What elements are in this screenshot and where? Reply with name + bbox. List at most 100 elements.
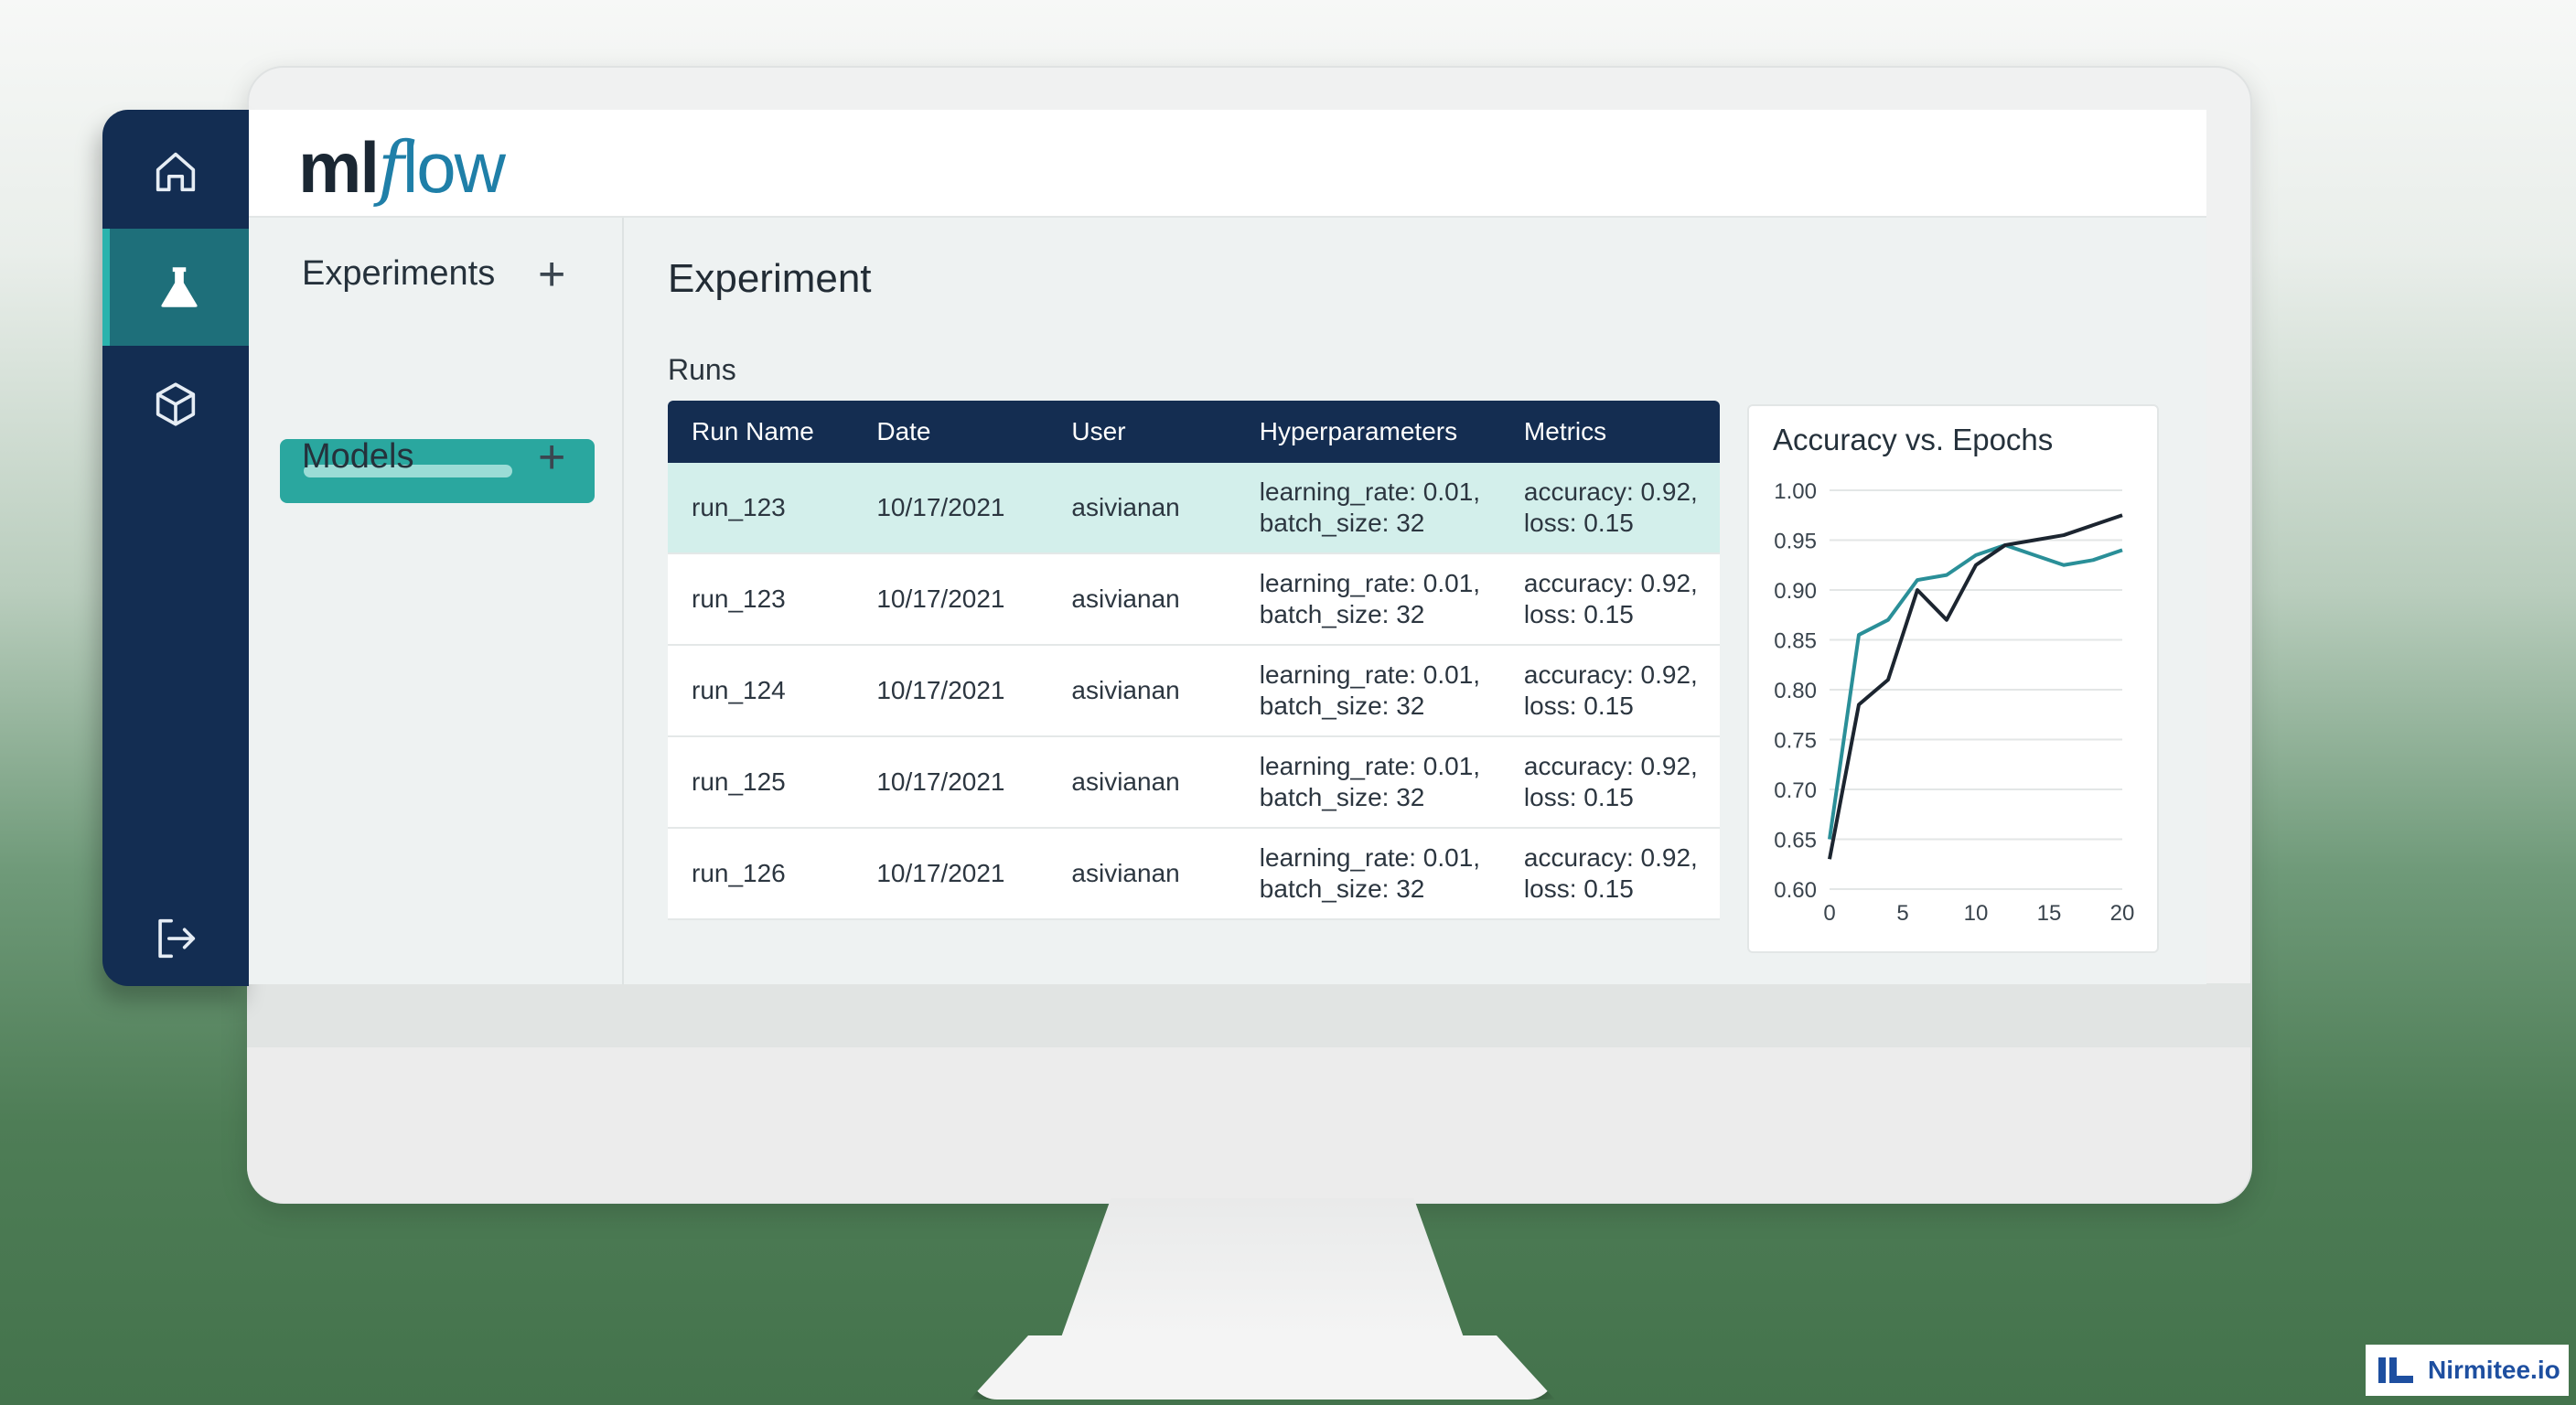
user-cell: asivianan	[1047, 828, 1236, 920]
metrics-cell-line: loss: 0.15	[1523, 692, 1634, 720]
series-line-0	[1828, 542, 2123, 840]
app-window: mlflow Experiments + Models + Experiment…	[249, 110, 2206, 984]
metrics-cell-line: loss: 0.15	[1523, 783, 1634, 811]
y-tick-label: 0.95	[1774, 530, 1817, 554]
metrics-cell: accuracy: 0.92, loss: 0.15	[1499, 736, 1720, 829]
x-tick-label: 0	[1823, 901, 1835, 926]
y-tick-label: 0.65	[1774, 829, 1817, 853]
hyperparameters-cell-line: learning_rate: 0.01,	[1259, 843, 1481, 872]
logo-f: f	[378, 127, 404, 209]
metrics-cell-line: accuracy: 0.92,	[1523, 569, 1698, 597]
x-tick-label: 20	[2110, 901, 2135, 926]
date-cell-line: 10/17/2021	[876, 585, 1005, 613]
y-tick-label: 0.60	[1774, 878, 1817, 903]
metrics-cell: accuracy: 0.92, loss: 0.15	[1499, 553, 1720, 646]
hyperparameters-cell: learning_rate: 0.01, batch_size: 32	[1235, 736, 1500, 829]
runs-label: Runs	[668, 353, 736, 386]
series-line-1	[1828, 513, 2123, 860]
metrics-cell-line: accuracy: 0.92,	[1523, 843, 1698, 872]
experiment-list-item-selected[interactable]	[280, 439, 595, 503]
metrics-cell-line: loss: 0.15	[1523, 600, 1634, 628]
column-header[interactable]: Date	[853, 401, 1048, 463]
hyperparameters-cell-line: learning_rate: 0.01,	[1259, 752, 1481, 780]
column-header[interactable]: Metrics	[1499, 401, 1720, 463]
user-cell: asivianan	[1047, 463, 1236, 554]
table-row[interactable]: run_124 10/17/2021 asivianan learning_rate:…	[668, 645, 1720, 737]
sidebar-item-logout[interactable]	[102, 880, 249, 997]
run-name-cell-line: run_123	[692, 493, 786, 521]
user-cell-line: asivianan	[1071, 676, 1180, 704]
run-name-cell-line: run_125	[692, 767, 786, 796]
logo-ml: ml	[298, 127, 380, 208]
brand-badge: Nirmitee.io	[2366, 1345, 2569, 1396]
user-cell-line: asivianan	[1071, 585, 1180, 613]
date-cell-line: 10/17/2021	[876, 493, 1005, 521]
run-name-cell-line: run_124	[692, 676, 786, 704]
user-cell: asivianan	[1047, 736, 1236, 829]
metrics-cell: accuracy: 0.92, loss: 0.15	[1499, 463, 1720, 554]
user-cell-line: asivianan	[1071, 767, 1180, 796]
y-tick-label: 0.90	[1774, 579, 1817, 604]
table-row[interactable]: run_123 10/17/2021 asivianan learning_rate:…	[668, 553, 1720, 646]
flask-icon	[161, 267, 198, 307]
table-row[interactable]: run_123 10/17/2021 asivianan learning_rate:…	[668, 463, 1720, 554]
metrics-cell-line: accuracy: 0.92,	[1523, 477, 1698, 506]
hyperparameters-cell-line: batch_size: 32	[1259, 600, 1425, 628]
logo-low: low	[402, 127, 506, 208]
sidebar-item-experiments[interactable]	[102, 229, 249, 346]
top-bar: mlflow	[249, 110, 2206, 218]
run-name-cell-line: run_123	[692, 585, 786, 613]
column-header[interactable]: User	[1047, 401, 1236, 463]
run-name-cell: run_123	[668, 463, 853, 554]
monitor-stand-base	[970, 1335, 1555, 1400]
run-name-cell: run_123	[668, 553, 853, 646]
nirmitee-logo-icon	[2378, 1357, 2413, 1383]
accuracy-chart: 0.60 0.65 0.70 0.75 0.80 0.85 0.90 0.95 1.00 0 5 10…	[1774, 479, 2135, 926]
user-cell: asivianan	[1047, 645, 1236, 737]
hyperparameters-cell: learning_rate: 0.01, batch_size: 32	[1235, 553, 1500, 646]
screen-bottom-bar	[247, 983, 2250, 1049]
hyperparameters-cell-line: batch_size: 32	[1259, 874, 1425, 903]
user-cell: asivianan	[1047, 553, 1236, 646]
y-tick-label: 0.70	[1774, 778, 1817, 803]
hyperparameters-cell-line: learning_rate: 0.01,	[1259, 477, 1481, 506]
logout-icon	[158, 918, 196, 959]
metrics-cell-line: accuracy: 0.92,	[1523, 752, 1698, 780]
run-name-cell: run_124	[668, 645, 853, 737]
hyperparameters-cell-line: batch_size: 32	[1259, 783, 1425, 811]
sidebar-item-home[interactable]	[102, 113, 249, 231]
metrics-cell-line: loss: 0.15	[1523, 509, 1634, 537]
hyperparameters-cell: learning_rate: 0.01, batch_size: 32	[1235, 463, 1500, 554]
table-row[interactable]: run_125 10/17/2021 asivianan learning_rate:…	[668, 736, 1720, 829]
user-cell-line: asivianan	[1071, 859, 1180, 887]
left-panel: Experiments + Models +	[249, 218, 624, 984]
table-row[interactable]: run_126 10/17/2021 asivianan learning_rate:…	[668, 828, 1720, 920]
date-cell: 10/17/2021	[853, 828, 1048, 920]
column-header[interactable]: Run Name	[668, 401, 853, 463]
add-model-button[interactable]: +	[538, 431, 566, 484]
hyperparameters-cell-line: batch_size: 32	[1259, 509, 1425, 537]
hyperparameters-cell-line: learning_rate: 0.01,	[1259, 660, 1481, 689]
hyperparameters-cell-line: learning_rate: 0.01,	[1259, 569, 1481, 597]
page-title: Experiment	[668, 256, 872, 301]
date-cell-line: 10/17/2021	[876, 859, 1005, 887]
sidebar-item-models[interactable]	[102, 346, 249, 463]
run-name-cell-line: run_126	[692, 859, 786, 887]
accuracy-chart-card: 0.60 0.65 0.70 0.75 0.80 0.85 0.90 0.95 1.00 0 5 10…	[1747, 404, 2159, 953]
date-cell: 10/17/2021	[853, 645, 1048, 737]
x-tick-label: 10	[1964, 901, 1989, 926]
column-header[interactable]: Hyperparameters	[1235, 401, 1500, 463]
home-icon	[156, 152, 196, 192]
y-tick-label: 1.00	[1774, 479, 1817, 504]
runs-table-body: run_123 10/17/2021 asivianan learning_rate:…	[668, 463, 1720, 920]
run-name-cell: run_126	[668, 828, 853, 920]
hyperparameters-cell-line: batch_size: 32	[1259, 692, 1425, 720]
add-experiment-button[interactable]: +	[538, 248, 566, 301]
models-heading: Models	[302, 437, 414, 476]
y-tick-label: 0.80	[1774, 679, 1817, 703]
chart-title: Accuracy vs. Epochs	[1773, 423, 2054, 456]
experiments-heading: Experiments	[302, 254, 496, 293]
table-header-row: Run Name Date User Hyperparameters Metrics	[668, 401, 1720, 463]
date-cell: 10/17/2021	[853, 463, 1048, 554]
monitor-chin	[247, 1047, 2250, 1203]
